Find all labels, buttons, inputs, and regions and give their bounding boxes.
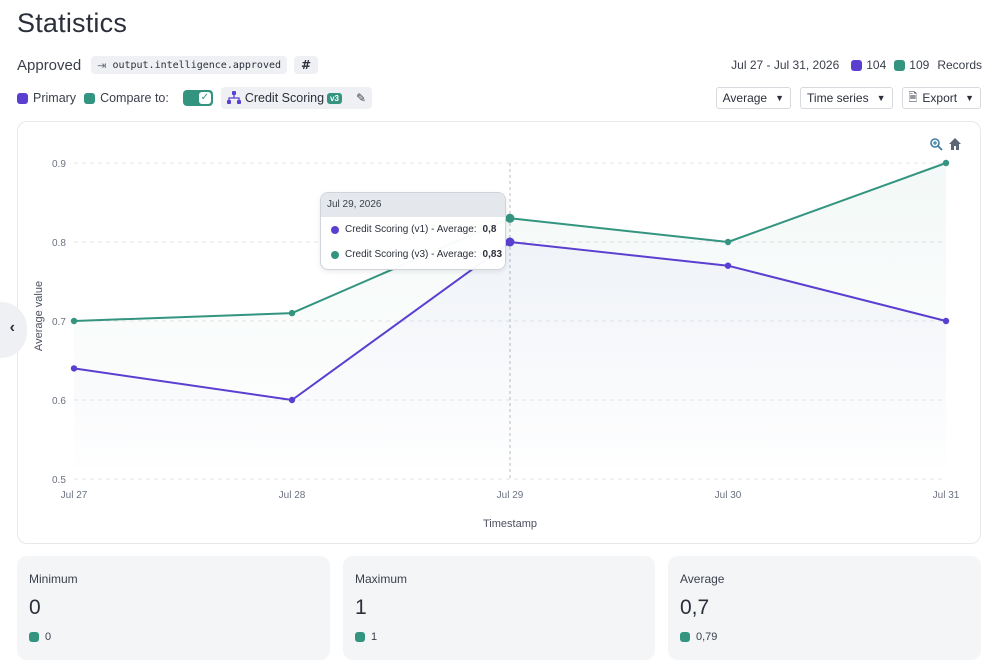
page-title: Statistics bbox=[17, 8, 128, 38]
export-dropdown[interactable]: 🗎 Export ▼ bbox=[901, 87, 981, 109]
view-mode-value: Time series bbox=[807, 91, 869, 105]
stat-label: Maximum bbox=[355, 572, 408, 586]
controls-bar: Primary Compare to: ✓ Credit Scoring v3 … bbox=[17, 87, 981, 109]
model-selector[interactable]: Credit Scoring v3 ✎ bbox=[220, 87, 373, 109]
aggregation-dropdown[interactable]: Average ▼ bbox=[715, 87, 792, 109]
stat-card-maximum: Maximum 1 1 bbox=[343, 556, 655, 660]
edit-icon[interactable]: ✎ bbox=[355, 91, 367, 105]
tooltip-row-primary: Credit Scoring (v1) - Average: 0,8 bbox=[321, 217, 505, 242]
metric-name: Approved bbox=[17, 56, 82, 74]
primary-swatch bbox=[851, 59, 863, 71]
compare-swatch bbox=[894, 59, 906, 71]
records-summary: Jul 27 - Jul 31, 2026 104 109 Records bbox=[731, 58, 982, 72]
aggregation-value: Average bbox=[722, 91, 768, 105]
stat-compare: 1 bbox=[355, 631, 377, 643]
field-path: output.intelligence.approved bbox=[112, 59, 282, 71]
y-tick-label: 0.8 bbox=[52, 238, 66, 249]
zoom-icon[interactable] bbox=[930, 138, 943, 151]
tooltip-compare-label: Credit Scoring (v3) - Average: bbox=[345, 249, 477, 260]
data-point bbox=[724, 262, 732, 269]
data-point bbox=[505, 213, 515, 223]
data-point bbox=[288, 309, 296, 317]
type-chip[interactable]: # bbox=[294, 56, 319, 74]
compare-swatch bbox=[680, 632, 690, 642]
y-tick-label: 0.6 bbox=[52, 396, 66, 407]
y-tick-label: 0.5 bbox=[52, 475, 66, 486]
compare-swatch bbox=[355, 632, 365, 642]
view-mode-dropdown[interactable]: Time series ▼ bbox=[800, 87, 893, 109]
data-point bbox=[724, 238, 732, 246]
field-link-icon: ⇥ bbox=[97, 58, 107, 72]
x-axis-title: Timestamp bbox=[483, 518, 537, 530]
tooltip-primary-label: Credit Scoring (v1) - Average: bbox=[345, 224, 477, 235]
stat-label: Average bbox=[680, 572, 725, 586]
data-point bbox=[505, 237, 515, 247]
tooltip-compare-dot bbox=[331, 250, 339, 259]
tooltip-date: Jul 29, 2026 bbox=[321, 193, 505, 217]
document-icon: 🗎 bbox=[908, 91, 918, 104]
y-axis-title: Average value bbox=[33, 281, 45, 351]
check-icon: ✓ bbox=[198, 92, 211, 104]
data-point bbox=[942, 159, 950, 167]
chevron-left-icon: ‹ bbox=[9, 319, 15, 336]
tooltip-primary-value: 0,8 bbox=[482, 224, 497, 235]
chart-tooltip: Jul 29, 2026 Credit Scoring (v1) - Avera… bbox=[320, 192, 506, 270]
compare-swatch bbox=[29, 632, 39, 642]
data-point bbox=[70, 317, 78, 325]
records-label: Records bbox=[937, 58, 982, 72]
tooltip-compare-value: 0,83 bbox=[482, 249, 503, 260]
home-icon[interactable] bbox=[949, 138, 961, 150]
stat-compare-value: 0,79 bbox=[696, 631, 718, 643]
legend-primary: Primary bbox=[17, 91, 76, 105]
chevron-down-icon: ▼ bbox=[775, 93, 785, 103]
legend-compare: Compare to: bbox=[84, 91, 169, 105]
compare-label: Compare to: bbox=[100, 91, 169, 105]
chart-card: 0.5 0.6 0.7 0.8 0.9 Jul 27 Jul 28 Jul 29 Jul 30 J… bbox=[17, 121, 981, 544]
y-tick-label: 0.9 bbox=[52, 159, 66, 170]
stat-value: 0,7 bbox=[680, 596, 710, 619]
stat-card-average: Average 0,7 0,79 bbox=[668, 556, 981, 660]
chevron-down-icon: ▼ bbox=[876, 93, 886, 103]
compare-legend-swatch bbox=[84, 92, 96, 104]
date-range: Jul 27 - Jul 31, 2026 bbox=[731, 58, 840, 72]
chevron-down-icon: ▼ bbox=[965, 93, 974, 103]
primary-label: Primary bbox=[33, 91, 77, 105]
stat-card-minimum: Minimum 0 0 bbox=[17, 556, 330, 660]
x-tick-label: Jul 31 bbox=[933, 490, 960, 501]
stat-compare-value: 1 bbox=[371, 631, 378, 643]
stat-compare: 0,79 bbox=[680, 631, 717, 643]
compare-toggle[interactable]: ✓ bbox=[182, 90, 213, 106]
line-chart[interactable]: 0.5 0.6 0.7 0.8 0.9 Jul 27 Jul 28 Jul 29 Jul 30 J… bbox=[18, 122, 982, 545]
model-version-badge: v3 bbox=[327, 92, 342, 104]
model-tree-icon bbox=[226, 91, 241, 104]
stat-label: Minimum bbox=[29, 572, 78, 586]
x-tick-label: Jul 28 bbox=[279, 490, 306, 501]
tooltip-row-compare: Credit Scoring (v3) - Average: 0,83 bbox=[321, 242, 505, 267]
data-point bbox=[942, 317, 950, 325]
metric-header: Approved ⇥ output.intelligence.approved … bbox=[17, 54, 982, 76]
data-point bbox=[288, 396, 296, 404]
stat-value: 0 bbox=[29, 596, 41, 619]
tooltip-primary-dot bbox=[331, 225, 339, 234]
primary-count: 104 bbox=[866, 58, 887, 72]
field-path-chip[interactable]: ⇥ output.intelligence.approved bbox=[91, 56, 288, 74]
x-tick-label: Jul 27 bbox=[61, 490, 88, 501]
data-point bbox=[70, 365, 78, 372]
stat-value: 1 bbox=[355, 596, 367, 619]
compare-count: 109 bbox=[909, 58, 930, 72]
x-tick-label: Jul 30 bbox=[715, 490, 742, 501]
model-name: Credit Scoring bbox=[244, 91, 325, 105]
stat-compare-value: 0 bbox=[45, 631, 52, 643]
stat-compare: 0 bbox=[29, 631, 51, 643]
primary-legend-swatch bbox=[17, 92, 28, 104]
chart-options: Average ▼ Time series ▼ 🗎 Export ▼ bbox=[707, 87, 981, 109]
x-tick-label: Jul 29 bbox=[497, 490, 524, 501]
y-tick-label: 0.7 bbox=[52, 317, 66, 328]
export-label: Export bbox=[922, 91, 958, 105]
